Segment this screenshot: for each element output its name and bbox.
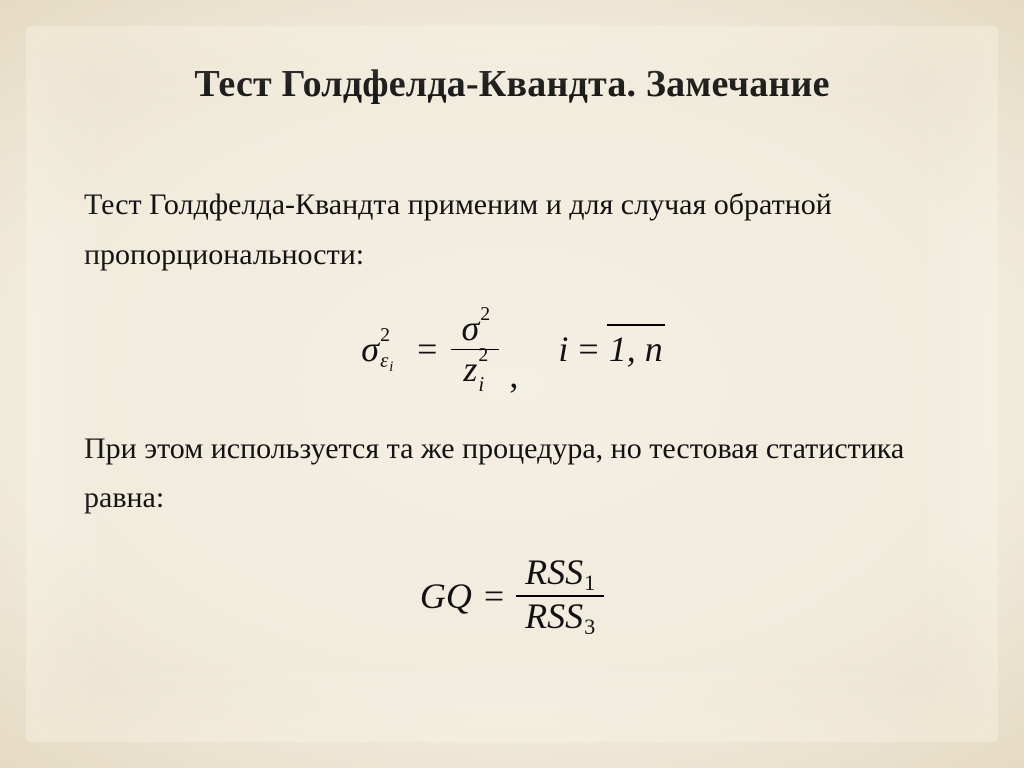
rhs-den-z: z 2 i <box>463 351 477 387</box>
equals-2: = <box>578 328 598 370</box>
equals-1: = <box>417 328 437 370</box>
comma: , <box>509 354 518 396</box>
lhs-sigma: σ 2 εi <box>361 331 379 367</box>
slide: Тест Голдфелда-Квандта. Замечание Тест Г… <box>0 0 1024 768</box>
slide-body: Тест Голдфелда-Квандта применим и для сл… <box>84 180 940 674</box>
gq-fraction: RSS1 RSS3 <box>516 553 604 640</box>
rhs-num-sigma: σ 2 <box>461 310 479 346</box>
slide-title: Тест Голдфелда-Квандта. Замечание <box>0 62 1024 106</box>
index-var: i <box>558 328 568 370</box>
range-overline: 1, n <box>609 328 663 370</box>
paragraph-1: Тест Голдфелда-Квандта применим и для сл… <box>84 180 940 279</box>
rhs-fraction: σ 2 z 2 i <box>451 309 499 390</box>
formula-variance: σ 2 εi = σ 2 <box>84 309 940 390</box>
gq-equals: = <box>484 575 504 617</box>
gq-lhs: GQ <box>420 575 472 617</box>
paragraph-2: При этом используется та же процедура, н… <box>84 424 940 523</box>
formula-gq: GQ = RSS1 RSS3 <box>84 553 940 640</box>
